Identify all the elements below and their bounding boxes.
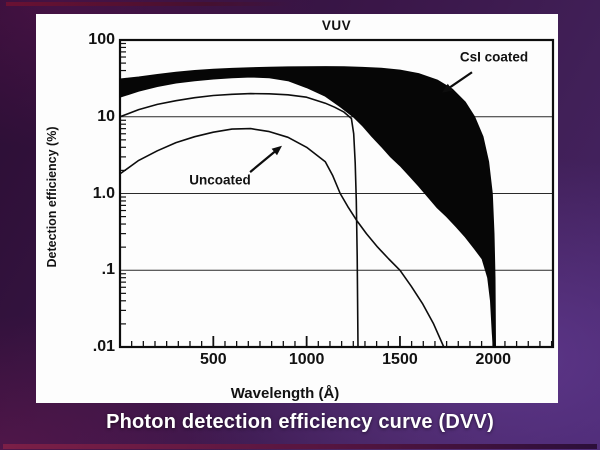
- slide-caption: Photon detection efficiency curve (DVV): [106, 411, 494, 433]
- y-axis-tick-label: 100: [88, 31, 115, 48]
- x-axis-tick-label: 2000: [475, 351, 512, 368]
- annotation-arrows: [249, 71, 473, 173]
- y-axis-tick-label: .01: [92, 338, 115, 355]
- csi-coated-band: [119, 66, 496, 348]
- top-accent-bar: [6, 2, 292, 6]
- annotation-arrow-line: [447, 71, 473, 90]
- x-axis-title: Wavelength (Å): [230, 385, 340, 402]
- annotation-arrow-line: [249, 149, 277, 173]
- figure-scan: VUV Detection efficiency (%) Wavelength …: [36, 14, 558, 403]
- uncoated-curve: [119, 127, 445, 348]
- y-axis-tick-label: 1.0: [92, 184, 115, 202]
- chart-title: VUV: [321, 18, 352, 33]
- y-axis-tick-label: 10: [97, 107, 115, 125]
- annotation-arrow-head: [271, 145, 282, 156]
- x-axis-tick-label: 1000: [288, 351, 325, 368]
- efficiency-chart: [118, 38, 555, 349]
- uncoated-curve: [119, 92, 359, 348]
- annotation-uncoated: Uncoated: [189, 172, 251, 188]
- annotation-arrow-head: [442, 83, 453, 93]
- y-axis-tick-label: .1: [101, 261, 115, 279]
- annotation-csi-coated: CsI coated: [459, 49, 529, 65]
- plot-box: [118, 38, 555, 349]
- bottom-accent-bar: [3, 444, 597, 449]
- x-axis-tick-label: 500: [199, 351, 227, 368]
- x-ticks: [131, 336, 553, 347]
- x-axis-tick-label: 1500: [382, 351, 418, 368]
